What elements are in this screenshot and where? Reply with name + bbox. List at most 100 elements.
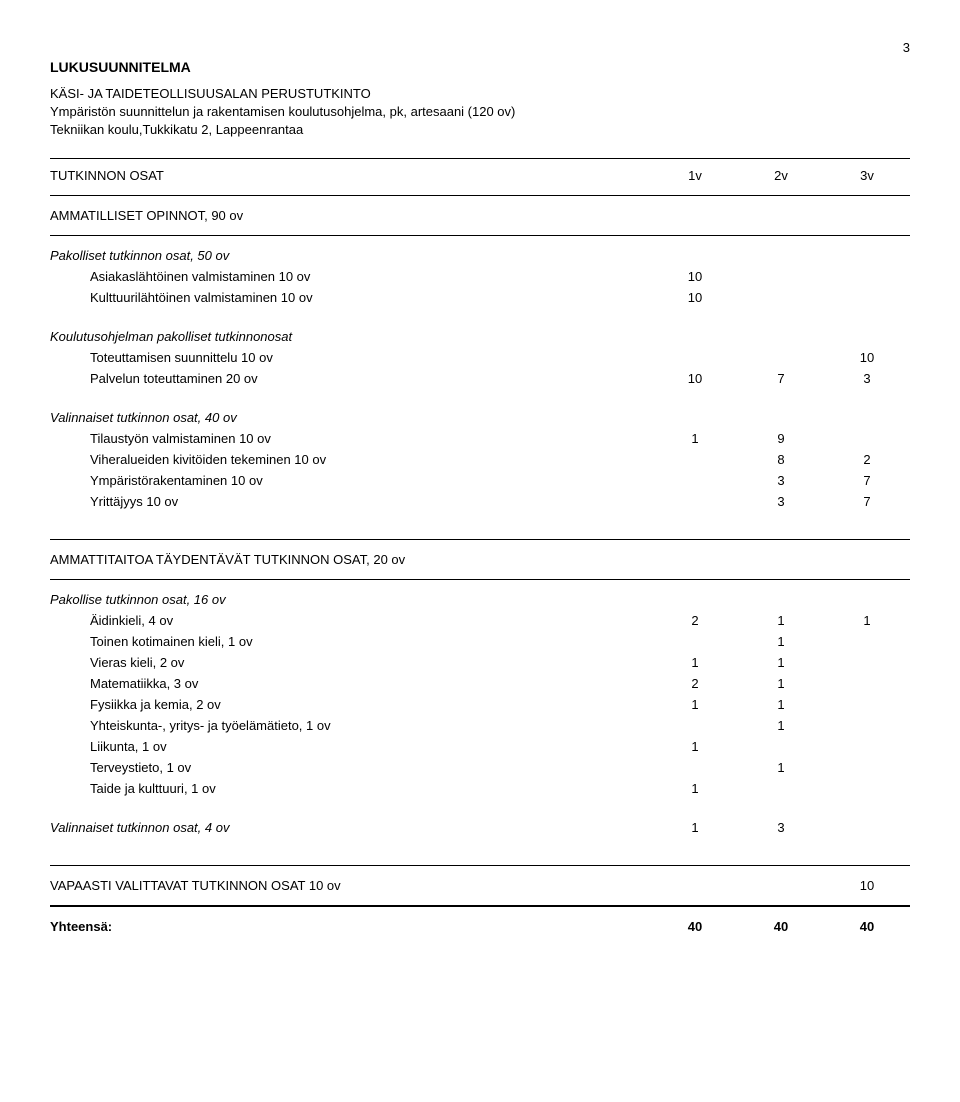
value-3v [824, 715, 910, 736]
value-2v: 3 [738, 817, 824, 838]
course-row: Yhteiskunta-, yritys- ja työelämätieto, … [50, 715, 910, 736]
value-2v [738, 778, 824, 799]
header-col-1v: 1v [652, 165, 738, 186]
page-number: 3 [50, 40, 910, 55]
divider [50, 235, 910, 236]
divider-thick [50, 905, 910, 907]
total-row: Yhteensä: 40 40 40 [50, 916, 910, 937]
value-1v [652, 715, 738, 736]
value-2v: 1 [738, 673, 824, 694]
value-3v [824, 631, 910, 652]
curriculum-table: TUTKINNON OSAT 1v 2v 3v AMMATILLISET OPI… [50, 165, 910, 937]
section-title: VAPAASTI VALITTAVAT TUTKINNON OSAT 10 ov [50, 875, 652, 896]
value-1v: 10 [652, 368, 738, 389]
course-label: Yhteiskunta-, yritys- ja työelämätieto, … [50, 715, 652, 736]
course-label: Taide ja kulttuuri, 1 ov [50, 778, 652, 799]
document-title: LUKUSUUNNITELMA [50, 59, 910, 75]
course-label: Palvelun toteuttaminen 20 ov [50, 368, 652, 389]
course-label: Äidinkieli, 4 ov [50, 610, 652, 631]
course-row: Ympäristörakentaminen 10 ov 3 7 [50, 470, 910, 491]
value-3v [824, 287, 910, 308]
divider [50, 539, 910, 540]
subtitle-line: KÄSI- JA TAIDETEOLLISUUSALAN PERUSTUTKIN… [50, 85, 910, 103]
group-title-row: Pakolliset tutkinnon osat, 50 ov [50, 245, 910, 266]
group-title: Pakolliset tutkinnon osat, 50 ov [50, 245, 910, 266]
value-2v: 1 [738, 610, 824, 631]
course-label: Fysiikka ja kemia, 2 ov [50, 694, 652, 715]
total-label: Yhteensä: [50, 916, 652, 937]
value-1v: 10 [652, 287, 738, 308]
value-2v: 1 [738, 757, 824, 778]
course-row: Fysiikka ja kemia, 2 ov 1 1 [50, 694, 910, 715]
value-3v [824, 817, 910, 838]
group-title-row: Valinnaiset tutkinnon osat, 4 ov 1 3 [50, 817, 910, 838]
course-label: Vieras kieli, 2 ov [50, 652, 652, 673]
divider [50, 158, 910, 159]
section-title: AMMATTITAITOA TÄYDENTÄVÄT TUTKINNON OSAT… [50, 549, 910, 570]
value-2v: 1 [738, 694, 824, 715]
value-3v [824, 694, 910, 715]
course-label: Kulttuurilähtöinen valmistaminen 10 ov [50, 287, 652, 308]
course-row: Asiakaslähtöinen valmistaminen 10 ov 10 [50, 266, 910, 287]
section-title: AMMATILLISET OPINNOT, 90 ov [50, 205, 910, 226]
group-title: Valinnaiset tutkinnon osat, 40 ov [50, 407, 910, 428]
divider [50, 865, 910, 866]
course-row: Taide ja kulttuuri, 1 ov 1 [50, 778, 910, 799]
value-3v [824, 736, 910, 757]
subtitle-line: Tekniikan koulu,Tukkikatu 2, Lappeenrant… [50, 121, 910, 139]
course-label: Ympäristörakentaminen 10 ov [50, 470, 652, 491]
course-row: Tilaustyön valmistaminen 10 ov 1 9 [50, 428, 910, 449]
divider [50, 195, 910, 196]
value-1v: 10 [652, 266, 738, 287]
value-1v: 1 [652, 694, 738, 715]
value-3v [824, 652, 910, 673]
course-label: Asiakaslähtöinen valmistaminen 10 ov [50, 266, 652, 287]
value-1v [652, 347, 738, 368]
value-2v [738, 875, 824, 896]
value-3v: 3 [824, 368, 910, 389]
course-label: Toteuttamisen suunnittelu 10 ov [50, 347, 652, 368]
value-3v [824, 778, 910, 799]
value-3v: 7 [824, 491, 910, 512]
course-row: Liikunta, 1 ov 1 [50, 736, 910, 757]
value-1v: 1 [652, 817, 738, 838]
value-1v: 2 [652, 673, 738, 694]
course-row: Palvelun toteuttaminen 20 ov 10 7 3 [50, 368, 910, 389]
value-2v [738, 347, 824, 368]
subtitle-block: KÄSI- JA TAIDETEOLLISUUSALAN PERUSTUTKIN… [50, 85, 910, 140]
value-1v [652, 491, 738, 512]
value-3v [824, 757, 910, 778]
spacer [50, 799, 910, 817]
spacer [50, 389, 910, 407]
subtitle-line: Ympäristön suunnittelun ja rakentamisen … [50, 103, 910, 121]
value-3v: 10 [824, 347, 910, 368]
value-2v [738, 266, 824, 287]
course-row: Toteuttamisen suunnittelu 10 ov 10 [50, 347, 910, 368]
course-label: Tilaustyön valmistaminen 10 ov [50, 428, 652, 449]
course-row: Matematiikka, 3 ov 2 1 [50, 673, 910, 694]
course-label: Yrittäjyys 10 ov [50, 491, 652, 512]
course-label: Liikunta, 1 ov [50, 736, 652, 757]
spacer [50, 838, 910, 856]
course-label: Matematiikka, 3 ov [50, 673, 652, 694]
header-col-2v: 2v [738, 165, 824, 186]
value-2v [738, 287, 824, 308]
group-title-row: Valinnaiset tutkinnon osat, 40 ov [50, 407, 910, 428]
value-2v: 7 [738, 368, 824, 389]
course-row: Kulttuurilähtöinen valmistaminen 10 ov 1… [50, 287, 910, 308]
value-2v: 1 [738, 715, 824, 736]
divider [50, 579, 910, 580]
section-title-row: AMMATILLISET OPINNOT, 90 ov [50, 205, 910, 226]
value-3v: 7 [824, 470, 910, 491]
value-2v: 9 [738, 428, 824, 449]
course-row: Vieras kieli, 2 ov 1 1 [50, 652, 910, 673]
total-3v: 40 [824, 916, 910, 937]
value-2v: 3 [738, 491, 824, 512]
value-2v [738, 736, 824, 757]
value-3v: 10 [824, 875, 910, 896]
value-2v: 3 [738, 470, 824, 491]
value-1v: 2 [652, 610, 738, 631]
value-3v [824, 673, 910, 694]
value-1v [652, 631, 738, 652]
value-2v: 1 [738, 631, 824, 652]
